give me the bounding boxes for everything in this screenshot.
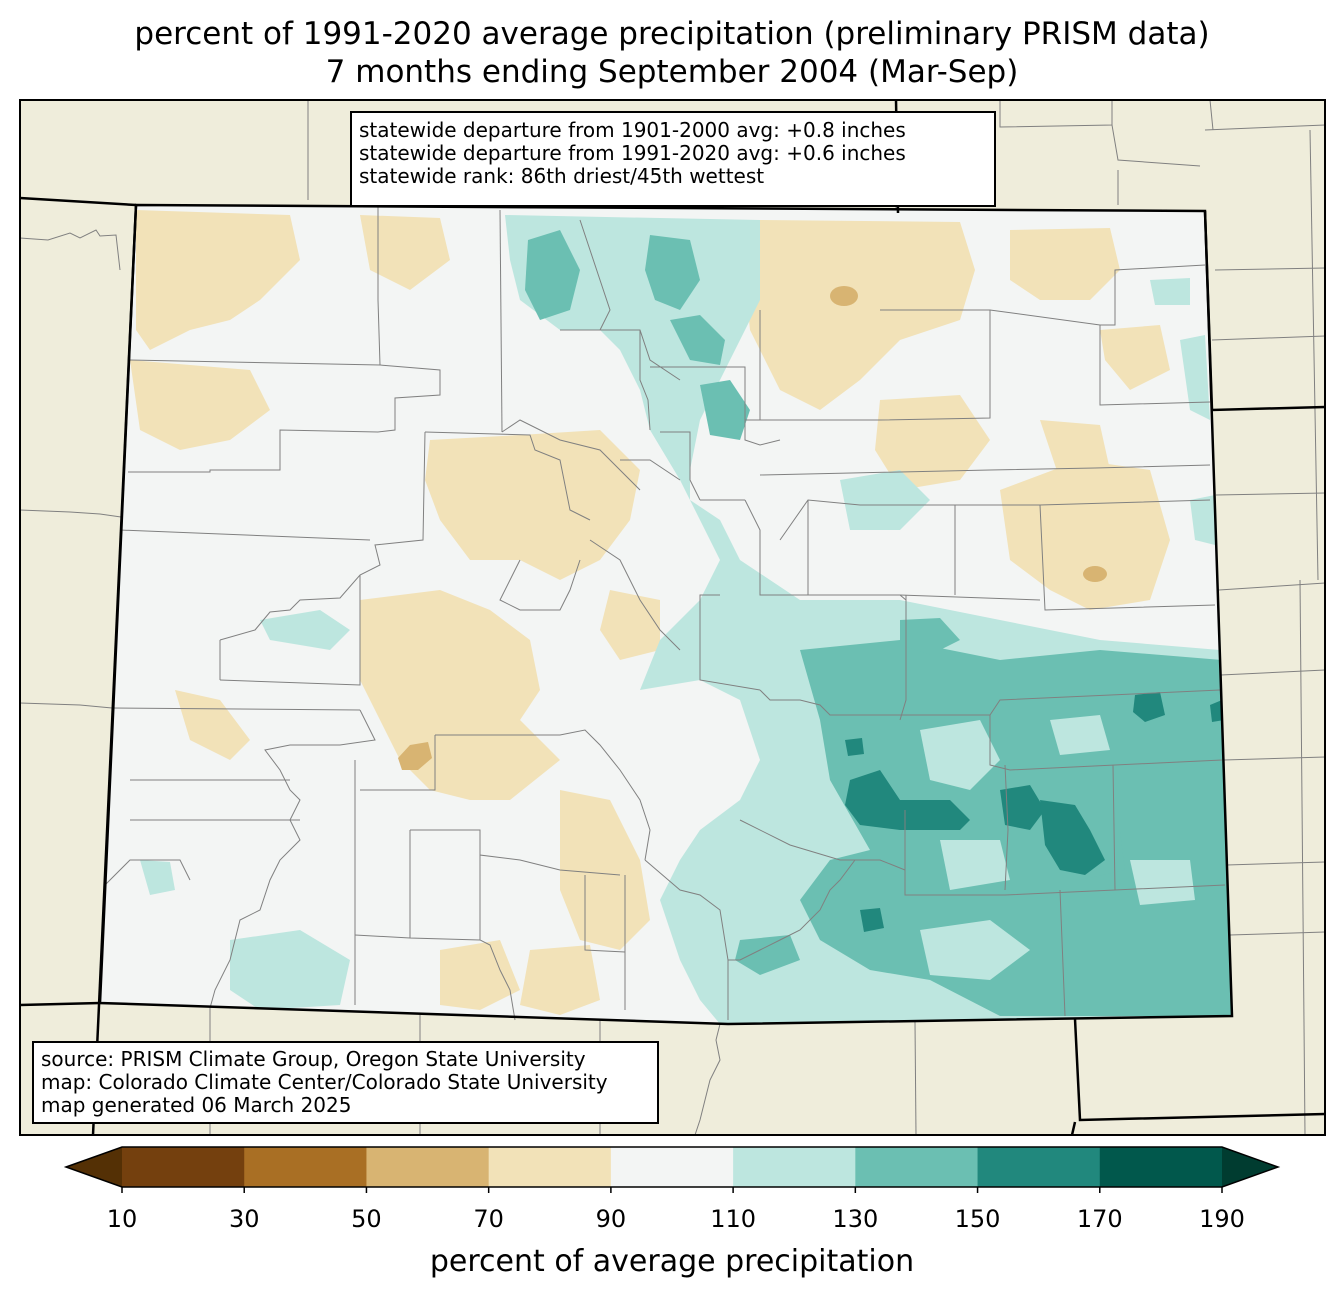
colorbar-bin-10-30	[122, 1147, 245, 1187]
colorbar-tick-label: 30	[228, 1205, 260, 1233]
colorbar-bin-130-150	[855, 1147, 979, 1187]
colorbar-tick-label: 170	[1076, 1205, 1123, 1233]
source-box: source: PRISM Climate Group, Oregon Stat…	[32, 1041, 659, 1124]
colorbar-bin-50-70	[366, 1147, 490, 1187]
source-line: source: PRISM Climate Group, Oregon Stat…	[41, 1047, 586, 1071]
colorbar-bin-90-110	[610, 1147, 734, 1187]
departure-1901-2000: statewide departure from 1901-2000 avg: …	[359, 118, 906, 142]
colorbar-tick-label: 150	[954, 1205, 1001, 1233]
colorbar-tick-label: 110	[710, 1205, 757, 1233]
colorbar-bin-150-170	[977, 1147, 1101, 1187]
colorbar-label: percent of average precipitation	[429, 1244, 915, 1279]
colorbar-tick-label: 90	[595, 1205, 627, 1233]
colorbar-tick-label: 130	[832, 1205, 879, 1233]
map-subtitle: 7 months ending September 2004 (Mar-Sep)	[325, 54, 1019, 90]
colorbar-tick-label: 70	[473, 1205, 504, 1233]
colorbar-tick-label: 10	[106, 1205, 138, 1233]
colorbar-tick-label: 50	[351, 1205, 382, 1233]
colorbar	[63, 1146, 1281, 1193]
county-lines	[104, 205, 1226, 1021]
colorbar-under-arrow	[66, 1147, 122, 1187]
statewide-stats-box: statewide departure from 1901-2000 avg: …	[350, 111, 996, 207]
map-title: percent of 1991-2020 average precipitati…	[134, 16, 1210, 52]
colorbar-bin-70-90	[488, 1147, 612, 1187]
colorbar-bin-170-190	[1099, 1147, 1223, 1187]
statewide-rank: statewide rank: 86th driest/45th wettest	[359, 164, 765, 188]
map-frame	[19, 99, 1326, 1136]
map-credit-line: map: Colorado Climate Center/Colorado St…	[41, 1070, 608, 1094]
generated-date-line: map generated 06 March 2025	[41, 1093, 352, 1117]
precipitation-field	[100, 205, 1232, 1024]
departure-1991-2020: statewide departure from 1991-2020 avg: …	[359, 141, 906, 165]
colorbar-over-arrow	[1222, 1147, 1278, 1187]
colorbar-tick-label: 190	[1199, 1205, 1245, 1233]
colorbar-bin-110-130	[733, 1147, 856, 1187]
colorbar-bin-30-50	[244, 1147, 367, 1187]
